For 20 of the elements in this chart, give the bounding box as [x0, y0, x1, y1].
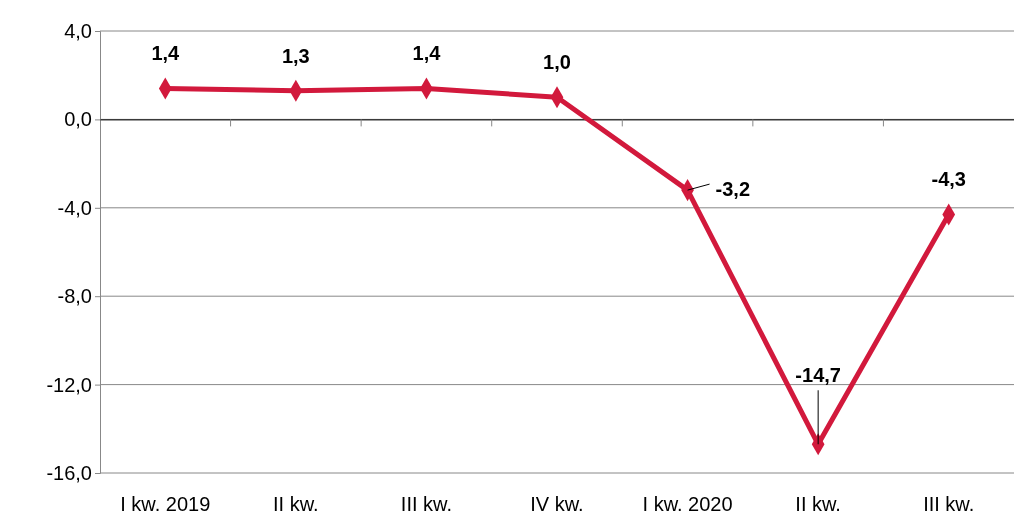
x-tick-label: I kw. 2019: [120, 493, 211, 515]
x-tick-label: II kw.: [795, 493, 841, 515]
x-tick-label: IV kw.: [530, 493, 584, 515]
data-label: -3,2: [715, 178, 751, 201]
x-tick-label: III kw.: [400, 493, 452, 515]
y-tick-label: -16,0: [46, 461, 92, 484]
data-label: 1,4: [412, 42, 442, 65]
y-tick-label: 0,0: [64, 108, 92, 131]
y-tick-label: 4,0: [64, 19, 92, 42]
y-tick-label: -4,0: [57, 196, 92, 219]
data-label: -14,7: [795, 364, 841, 387]
y-tick-label: -8,0: [57, 285, 92, 308]
x-tick-label: I kw. 2020: [642, 493, 733, 515]
y-tick-label: -12,0: [46, 373, 92, 396]
data-label: -4,3: [931, 168, 966, 191]
x-tick-label: II kw.: [273, 493, 319, 515]
data-label: 1,4: [151, 42, 181, 65]
data-label: 1,3: [281, 44, 310, 67]
x-tick-label: III kw.: [923, 493, 975, 515]
data-label: 1,0: [543, 51, 571, 74]
